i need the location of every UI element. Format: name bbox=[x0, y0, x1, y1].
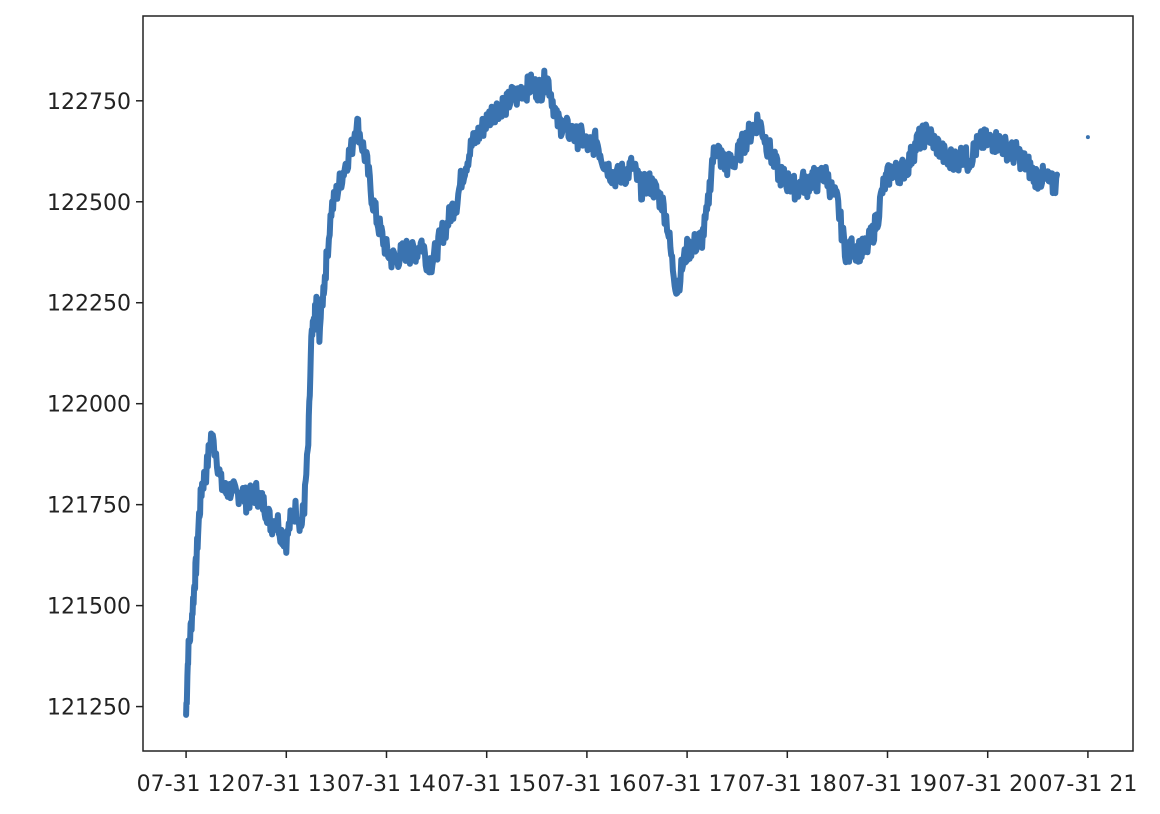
y-tick-label: 122500 bbox=[47, 191, 131, 216]
plot-area bbox=[143, 16, 1133, 751]
x-tick-label: 07-31 13 bbox=[237, 772, 336, 797]
y-tick-label: 122750 bbox=[47, 90, 131, 115]
series-point bbox=[1086, 135, 1090, 139]
x-tick-label: 07-31 14 bbox=[337, 772, 436, 797]
y-tick-label: 121750 bbox=[47, 494, 131, 519]
x-tick-label: 07-31 17 bbox=[638, 772, 737, 797]
x-tick-label: 07-31 15 bbox=[437, 772, 536, 797]
y-axis: 121250 121500 121750 122000 122250 122500 1227… bbox=[47, 90, 143, 721]
x-tick-label: 07-31 19 bbox=[838, 772, 937, 797]
x-tick-label: 07-31 18 bbox=[738, 772, 837, 797]
x-axis: 07-31 12 07-31 13 07-31 14 07-31 15 07-31 16… bbox=[137, 751, 1138, 797]
y-tick-label: 121500 bbox=[47, 595, 131, 620]
x-tick-label: 07-31 21 bbox=[1038, 772, 1137, 797]
y-tick-label: 122250 bbox=[47, 292, 131, 317]
y-tick-label: 121250 bbox=[47, 696, 131, 721]
x-tick-label: 07-31 20 bbox=[938, 772, 1037, 797]
x-tick-label: 07-31 16 bbox=[537, 772, 636, 797]
x-tick-label: 07-31 12 bbox=[137, 772, 236, 797]
y-tick-label: 122000 bbox=[47, 393, 131, 418]
